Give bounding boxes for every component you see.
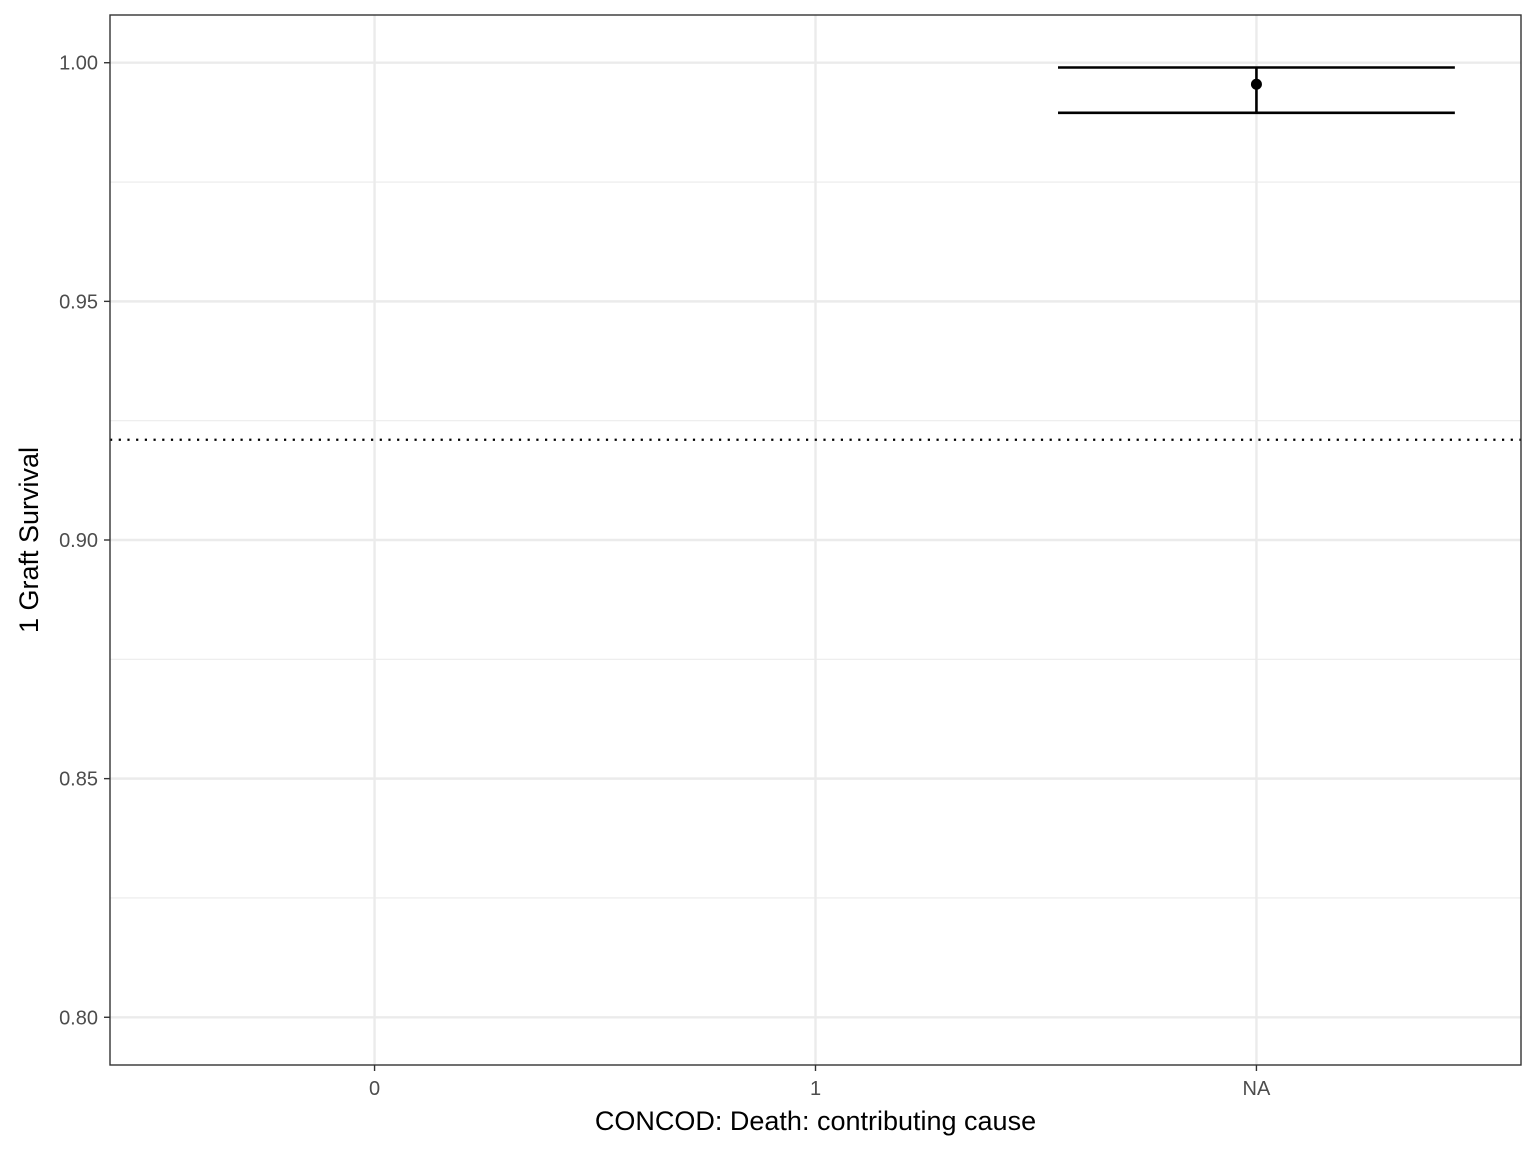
grid-layer — [110, 15, 1521, 1065]
y-tick-label: 0.95 — [59, 291, 98, 313]
axis-layer: 0.80 0.85 0.90 0.95 1.00 0 1 NA — [59, 53, 1271, 1100]
y-tick-label: 0.80 — [59, 1007, 98, 1029]
x-axis-title: CONCOD: Death: contributing cause — [595, 1106, 1036, 1136]
x-tick-label: 1 — [810, 1078, 821, 1100]
data-point — [1250, 78, 1262, 90]
y-axis-title: 1 Graft Survival — [14, 447, 44, 633]
marks-layer — [1058, 66, 1455, 115]
y-tick-label: 1.00 — [59, 53, 98, 75]
x-tick-label: NA — [1243, 1078, 1271, 1100]
y-tick-label: 0.90 — [59, 530, 98, 552]
x-tick-label: 0 — [369, 1078, 380, 1100]
y-tick-label: 0.85 — [59, 769, 98, 791]
